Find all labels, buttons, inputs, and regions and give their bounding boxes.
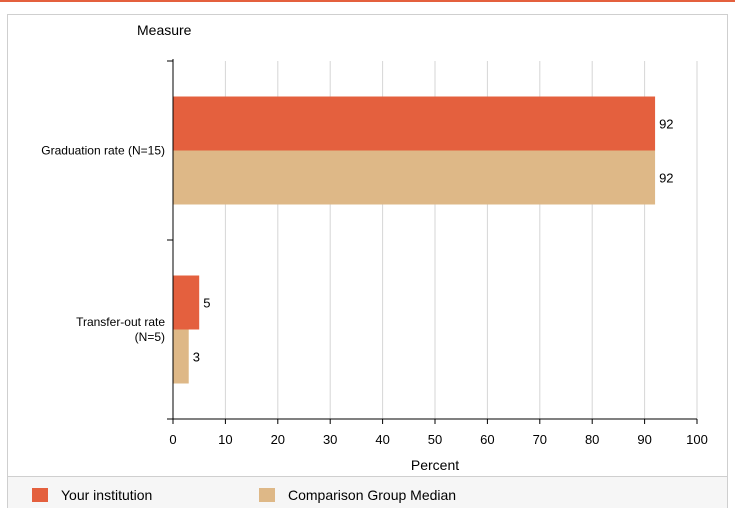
x-tick-label-6: 60 — [480, 432, 494, 447]
chart-svg: 92 92 Graduation rate (N=15) 5 3 Transfer-out… — [41, 22, 708, 473]
x-tick-label-3: 30 — [323, 432, 337, 447]
bar-s1-c0 — [173, 150, 656, 205]
x-tick-label-0: 0 — [169, 432, 176, 447]
top-rule — [0, 0, 735, 2]
category-label-0-line-0: Graduation rate (N=15) — [41, 144, 165, 158]
data-label-s1-c0: 92 — [659, 171, 673, 186]
data-label-s0-c1: 5 — [203, 296, 210, 311]
x-tick-label-9: 90 — [637, 432, 651, 447]
x-tick-label-2: 20 — [271, 432, 285, 447]
x-tick-label-10: 100 — [686, 432, 708, 447]
x-tick-label-1: 10 — [218, 432, 232, 447]
legend-swatch-comparison-group-median — [259, 488, 275, 502]
x-tick-label-7: 70 — [533, 432, 547, 447]
category-label-1-line-0: Transfer-out rate — [76, 315, 165, 329]
legend-swatch-your-institution — [32, 488, 48, 502]
legend-label-comparison-group-median: Comparison Group Median — [288, 487, 457, 503]
bar-s0-c0 — [173, 96, 656, 151]
x-tick-label-4: 40 — [375, 432, 389, 447]
category-label-1-line-1: (N=5) — [135, 330, 165, 344]
legend-item-your-institution: Your institution — [32, 486, 152, 504]
x-tick-label-5: 50 — [428, 432, 442, 447]
legend: Your institution Comparison Group Median — [7, 477, 728, 508]
bar-s0-c1 — [173, 275, 200, 330]
x-axis-title: Percent — [411, 457, 459, 473]
y-axis-title: Measure — [137, 22, 192, 38]
plot-panel — [7, 14, 728, 477]
data-label-s1-c1: 3 — [193, 350, 200, 365]
legend-label-your-institution: Your institution — [61, 487, 153, 503]
bar-s1-c1 — [173, 329, 189, 384]
x-tick-label-8: 80 — [585, 432, 599, 447]
legend-item-comparison-group-median: Comparison Group Median — [259, 486, 456, 504]
data-label-s0-c0: 92 — [659, 117, 673, 132]
